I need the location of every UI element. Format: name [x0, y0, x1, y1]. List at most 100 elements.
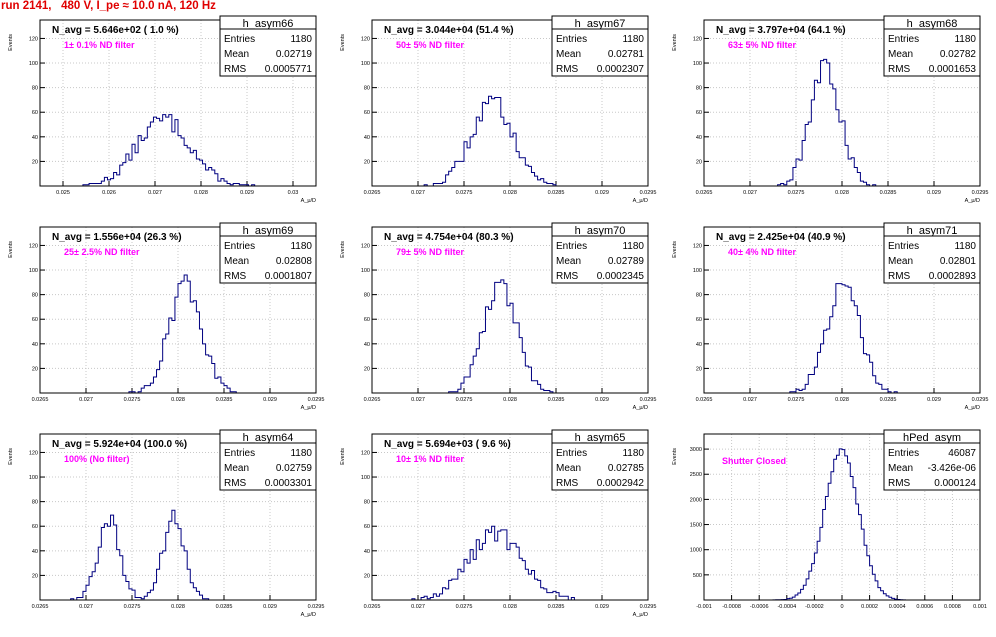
- x-tick-label: -0.0008: [722, 604, 741, 610]
- y-axis-title: Events: [672, 448, 678, 465]
- x-tick-label: 0.0265: [364, 604, 381, 610]
- x-tick-label: 0.027: [148, 190, 162, 196]
- y-tick-label: 120: [361, 450, 370, 456]
- n-avg-label: N_avg = 5.646e+02 ( 1.0 %): [52, 25, 179, 36]
- x-tick-label: 0.027: [411, 397, 425, 403]
- stat-label: Entries: [888, 34, 919, 45]
- x-tick-label: 0.0295: [640, 604, 657, 610]
- histogram-h_asym71: 0.0265 0.027 0.0275 0.028 0.0285 0.029 0.0295 2…: [672, 222, 989, 411]
- x-tick-label: 0.0008: [944, 604, 961, 610]
- pad-h_asym64: 0.0265 0.027 0.0275 0.028 0.0285 0.029 0.0295 2…: [0, 429, 332, 637]
- x-tick-label: -0.0004: [777, 604, 796, 610]
- stat-box: [551, 15, 649, 77]
- x-axis-title: A_μ/D: [301, 198, 316, 204]
- y-tick-label: 120: [361, 36, 370, 42]
- stat-label: RMS: [556, 478, 579, 489]
- stat-label: Entries: [224, 448, 255, 459]
- x-tick-label: 0.0004: [889, 604, 906, 610]
- plot-frame: [39, 226, 317, 394]
- x-tick-label: 0.0295: [972, 397, 989, 403]
- histogram-line: [40, 509, 316, 601]
- y-tick-label: 60: [364, 524, 370, 530]
- x-tick-label: 0.027: [79, 397, 93, 403]
- stat-value: 1180: [290, 241, 312, 252]
- stat-label: RMS: [224, 271, 247, 282]
- x-tick-label: 0.027: [743, 190, 757, 196]
- x-tick-label: 0.0295: [308, 397, 325, 403]
- pad-hPed_asym: -0.001 -0.0008 -0.0006 -0.0004 -0.0002 0 0.000…: [664, 429, 996, 637]
- y-tick-label: 40: [364, 549, 370, 555]
- filter-label: Shutter Closed: [722, 456, 786, 466]
- histogram-name: h_asym70: [575, 225, 626, 237]
- x-tick-label: 0.0002: [861, 604, 878, 610]
- y-tick-label: 80: [696, 293, 702, 299]
- filter-label: 40± 4% ND filter: [728, 247, 796, 257]
- x-tick-label: 0.0295: [640, 397, 657, 403]
- x-tick-label: 0.0275: [456, 397, 473, 403]
- pad-h_asym69: 0.0265 0.027 0.0275 0.028 0.0285 0.029 0.0295 2…: [0, 222, 332, 430]
- x-tick-label: 0.0265: [32, 604, 49, 610]
- y-tick-label: 60: [32, 524, 38, 530]
- stat-value: -3.426e-06: [928, 463, 977, 474]
- stat-value: 0.0005771: [265, 64, 313, 75]
- y-tick-label: 80: [364, 293, 370, 299]
- x-tick-label: 0.026: [102, 190, 116, 196]
- stat-label: Mean: [888, 463, 913, 474]
- filter-label: 100% (No filter): [64, 454, 130, 464]
- n-avg-label: N_avg = 3.044e+04 (51.4 %): [384, 25, 514, 36]
- y-tick-label: 1500: [690, 523, 702, 529]
- x-tick-label: 0.0006: [916, 604, 933, 610]
- n-avg-label: N_avg = 4.754e+04 (80.3 %): [384, 232, 514, 243]
- y-tick-label: 500: [693, 573, 702, 579]
- x-tick-label: 0.0275: [456, 190, 473, 196]
- stat-label: RMS: [556, 64, 579, 75]
- plot-frame: [371, 226, 649, 394]
- stat-label: Entries: [556, 241, 587, 252]
- stat-box: [219, 429, 317, 491]
- stat-value: 0.0002893: [929, 271, 977, 282]
- x-tick-label: 0.028: [835, 397, 849, 403]
- y-tick-label: 60: [364, 317, 370, 323]
- histogram-name: h_asym69: [243, 225, 294, 237]
- stat-box: [551, 429, 649, 491]
- y-tick-label: 60: [696, 317, 702, 323]
- y-tick-label: 40: [32, 549, 38, 555]
- x-tick-label: 0.029: [595, 397, 609, 403]
- x-tick-label: -0.0002: [805, 604, 824, 610]
- x-axis-title: A_μ/D: [301, 405, 316, 411]
- histogram-line: [372, 95, 648, 187]
- filter-label: 1± 0.1% ND filter: [64, 40, 135, 50]
- pad-h_asym66: 0.025 0.026 0.027 0.028 0.029 0.03 20 40 60 80 100…: [0, 15, 332, 223]
- y-tick-label: 2000: [690, 497, 702, 503]
- histogram-name: h_asym66: [243, 18, 294, 30]
- stat-value: 1180: [290, 448, 312, 459]
- stat-value: 0.02789: [608, 256, 645, 267]
- stat-box: [219, 15, 317, 77]
- y-tick-label: 80: [364, 86, 370, 92]
- filter-label: 50± 5% ND filter: [396, 40, 464, 50]
- stat-box: [883, 15, 981, 77]
- y-tick-label: 20: [364, 159, 370, 165]
- n-avg-label: N_avg = 3.797e+04 (64.1 %): [716, 25, 846, 36]
- x-tick-label: -0.001: [696, 604, 712, 610]
- histogram-line: [40, 274, 316, 394]
- x-tick-label: 0.028: [835, 190, 849, 196]
- plot-frame: [703, 19, 981, 187]
- x-tick-label: 0.0265: [696, 397, 713, 403]
- y-tick-label: 20: [364, 366, 370, 372]
- stat-box: [883, 222, 981, 284]
- stat-label: Entries: [224, 34, 255, 45]
- x-tick-label: 0.029: [240, 190, 254, 196]
- y-tick-label: 2500: [690, 472, 702, 478]
- histogram-line: [40, 114, 316, 187]
- histogram-h_asym69: 0.0265 0.027 0.0275 0.028 0.0285 0.029 0.0295 2…: [8, 222, 325, 411]
- stat-value: 0.02785: [608, 463, 645, 474]
- plot-frame: [703, 226, 981, 394]
- stat-value: 0.0001807: [265, 271, 313, 282]
- x-tick-label: 0.029: [263, 604, 277, 610]
- x-axis-title: A_μ/D: [633, 612, 648, 618]
- plot-frame: [39, 19, 317, 187]
- y-tick-label: 100: [693, 268, 702, 274]
- x-tick-label: 0: [840, 604, 843, 610]
- x-tick-label: 0.0275: [124, 397, 141, 403]
